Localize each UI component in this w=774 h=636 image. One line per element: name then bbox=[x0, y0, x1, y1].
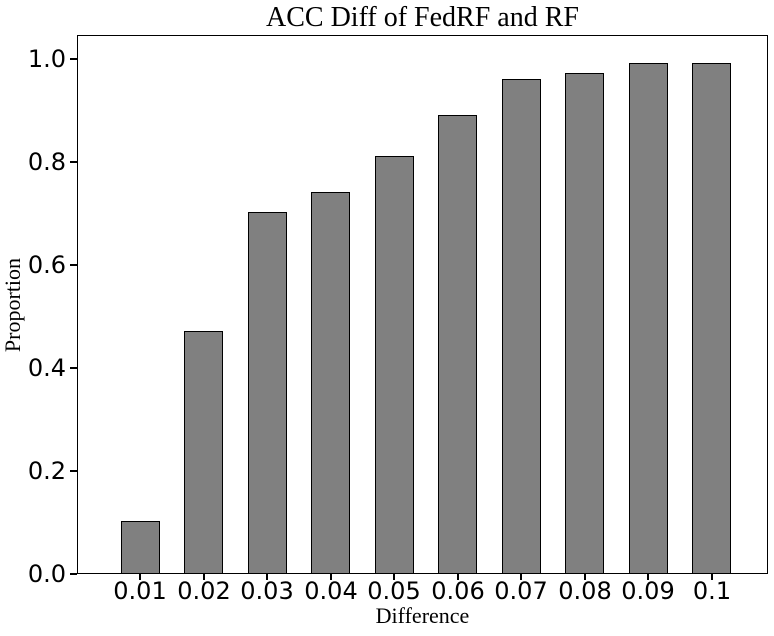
y-tick-mark bbox=[70, 161, 77, 163]
x-tick-label: 0.08 bbox=[558, 577, 612, 605]
x-tick-mark bbox=[139, 574, 141, 580]
bar-0.09 bbox=[628, 63, 668, 573]
x-tick-mark bbox=[584, 574, 586, 580]
plot-area bbox=[77, 35, 768, 574]
x-tick-label: 0.1 bbox=[692, 577, 732, 605]
bar-0.1 bbox=[692, 63, 731, 573]
bar-0.05 bbox=[374, 156, 414, 573]
chart-title: ACC Diff of FedRF and RF bbox=[266, 2, 579, 33]
x-tick-mark bbox=[520, 574, 522, 580]
x-tick-label: 0.05 bbox=[367, 577, 421, 605]
y-tick-mark bbox=[70, 264, 77, 266]
y-tick-label: 1.0 bbox=[27, 45, 66, 73]
x-tick-mark bbox=[266, 574, 268, 580]
x-tick-label: 0.07 bbox=[494, 577, 548, 605]
y-tick-label: 0.8 bbox=[27, 148, 66, 176]
y-tick-label: 0.4 bbox=[27, 354, 66, 382]
x-tick-mark bbox=[647, 574, 649, 580]
bars-group bbox=[78, 36, 767, 573]
y-tick-label: 0.2 bbox=[27, 457, 66, 485]
x-tick-mark bbox=[330, 574, 332, 580]
x-tick-mark bbox=[203, 574, 205, 580]
y-tick-label: 0.0 bbox=[27, 560, 66, 588]
x-tick-label: 0.02 bbox=[177, 577, 231, 605]
y-tick-mark bbox=[70, 367, 77, 369]
x-tick-label: 0.09 bbox=[621, 577, 675, 605]
y-tick-mark bbox=[70, 58, 77, 60]
x-tick-label: 0.04 bbox=[304, 577, 358, 605]
x-tick-mark bbox=[393, 574, 395, 580]
x-tick-mark bbox=[457, 574, 459, 580]
y-tick-mark bbox=[70, 470, 77, 472]
y-tick-mark bbox=[70, 573, 77, 575]
y-tick-label: 0.6 bbox=[27, 251, 66, 279]
x-tick-label: 0.03 bbox=[240, 577, 294, 605]
bar-0.03 bbox=[247, 212, 287, 573]
x-tick-label: 0.06 bbox=[431, 577, 485, 605]
x-tick-label: 0.01 bbox=[113, 577, 167, 605]
bar-0.04 bbox=[311, 192, 350, 573]
bar-0.01 bbox=[120, 521, 160, 573]
bar-0.08 bbox=[565, 73, 604, 573]
x-axis-label: Difference bbox=[375, 603, 470, 628]
bar-0.06 bbox=[438, 115, 477, 573]
bar-0.07 bbox=[501, 79, 541, 573]
x-tick-mark bbox=[711, 574, 713, 580]
bar-0.02 bbox=[184, 331, 223, 573]
